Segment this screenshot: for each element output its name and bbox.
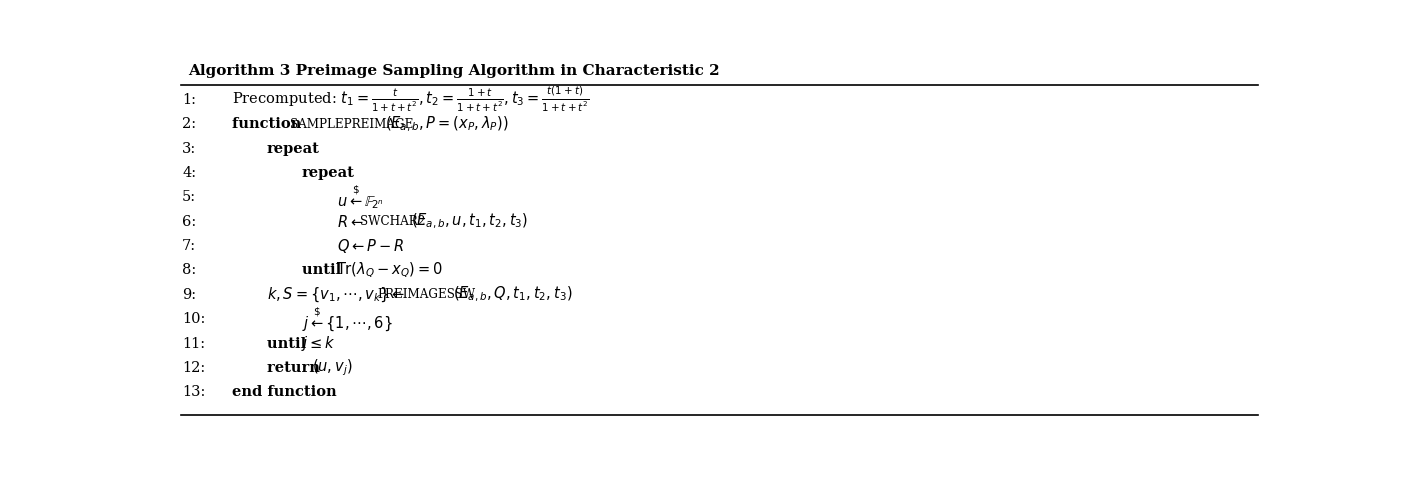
Text: 5:: 5: [183, 190, 197, 204]
Text: function: function [232, 117, 306, 131]
Text: $Q \leftarrow P - R$: $Q \leftarrow P - R$ [337, 237, 403, 255]
Text: $j \leq k$: $j \leq k$ [302, 334, 336, 353]
Text: $R \leftarrow$: $R \leftarrow$ [337, 214, 366, 230]
Text: $j \overset{\$}{\leftarrow} \{1, \cdots, 6\}$: $j \overset{\$}{\leftarrow} \{1, \cdots,… [302, 306, 393, 333]
Text: $(E_{a,b}, Q, t_1, t_2, t_3)$: $(E_{a,b}, Q, t_1, t_2, t_3)$ [453, 285, 573, 305]
Text: return: return [267, 361, 324, 375]
Text: 12:: 12: [183, 361, 205, 375]
Text: 13:: 13: [183, 385, 205, 400]
Text: repeat: repeat [267, 142, 320, 156]
Text: 11:: 11: [183, 336, 205, 350]
Text: $(E_{a,b}, P = (x_P, \lambda_P))$: $(E_{a,b}, P = (x_P, \lambda_P))$ [385, 115, 508, 134]
Text: until: until [302, 264, 347, 278]
Text: 8:: 8: [183, 264, 197, 278]
Text: 2:: 2: [183, 117, 197, 131]
Text: end function: end function [232, 385, 337, 400]
Text: Precomputed: $t_1 = \frac{t}{1+t+t^2}, t_2 = \frac{1+t}{1+t+t^2}, t_3 = \frac{t(: Precomputed: $t_1 = \frac{t}{1+t+t^2}, t… [232, 85, 590, 114]
Text: $(E_{a,b}, u, t_1, t_2, t_3)$: $(E_{a,b}, u, t_1, t_2, t_3)$ [410, 212, 528, 231]
Text: 9:: 9: [183, 288, 197, 302]
Text: 6:: 6: [183, 214, 197, 228]
Text: repeat: repeat [302, 166, 355, 180]
Text: $(u, v_j)$: $(u, v_j)$ [312, 358, 352, 378]
Text: 10:: 10: [183, 312, 205, 326]
Text: Algorithm 3 Preimage Sampling Algorithm in Characteristic 2: Algorithm 3 Preimage Sampling Algorithm … [188, 64, 720, 78]
Text: $u \overset{\$}{\leftarrow} \mathbb{F}_{2^n}$: $u \overset{\$}{\leftarrow} \mathbb{F}_{… [337, 183, 383, 211]
Text: PREIMAGESSW: PREIMAGESSW [378, 288, 475, 301]
Text: 4:: 4: [183, 166, 197, 180]
Text: SAMPLEPREIMAGE: SAMPLEPREIMAGE [289, 118, 413, 131]
Text: $k, S = \{v_1, \cdots, v_k\} \leftarrow$: $k, S = \{v_1, \cdots, v_k\} \leftarrow$ [267, 286, 409, 304]
Text: $\mathrm{Tr}(\lambda_Q - x_Q) = 0$: $\mathrm{Tr}(\lambda_Q - x_Q) = 0$ [336, 261, 444, 280]
Text: SWCHAR2: SWCHAR2 [359, 215, 425, 228]
Text: 7:: 7: [183, 239, 197, 253]
Text: 1:: 1: [183, 93, 197, 107]
Text: until: until [267, 336, 312, 350]
Text: 3:: 3: [183, 142, 197, 156]
